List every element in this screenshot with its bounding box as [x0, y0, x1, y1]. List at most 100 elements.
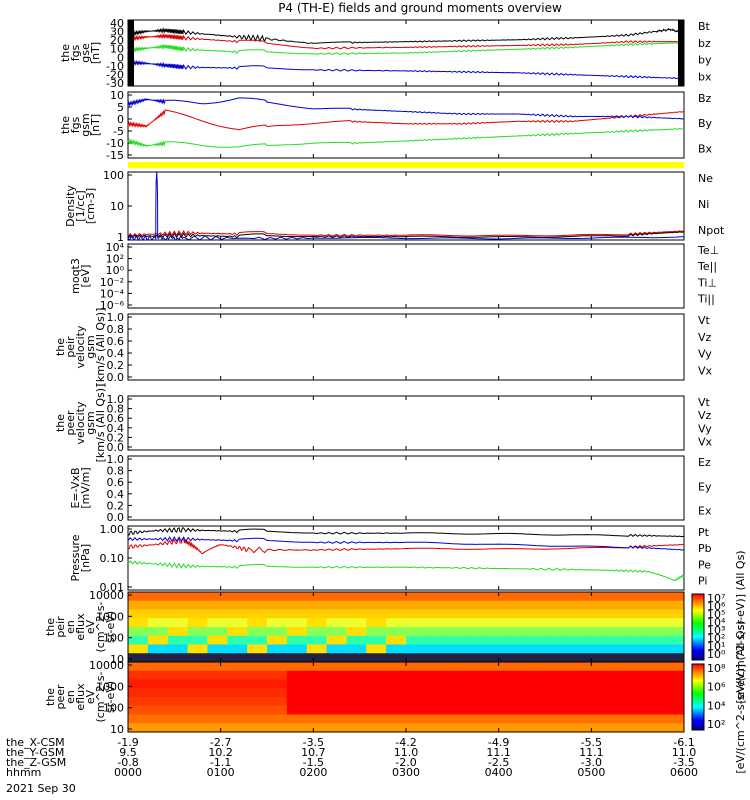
y-tick-label: 1.0: [107, 453, 125, 466]
spectrogram-cell: [366, 670, 387, 680]
spectrogram-cell: [306, 662, 328, 672]
spectrogram-cell: [564, 714, 586, 724]
spectrogram-cell: [664, 618, 685, 628]
y-tick-label: 10: [110, 653, 124, 666]
spectrogram-cell: [207, 635, 228, 645]
spectrogram-cell: [525, 714, 546, 724]
y-tick-label: 10⁻⁴: [100, 287, 125, 300]
panel-frame: [127, 455, 685, 521]
spectrogram-cell: [128, 653, 149, 663]
x-axis-row-value: 11.0: [394, 746, 419, 759]
y-tick-label: 0: [117, 51, 124, 64]
spectrogram-cell: [644, 697, 665, 707]
spectrogram-cell: [247, 662, 268, 672]
spectrogram-cell: [545, 600, 566, 610]
spectrogram-cell: [465, 592, 486, 602]
spectrogram-cell: [167, 688, 189, 698]
spectrogram-cell: [465, 688, 486, 698]
spectrogram-cell: [187, 618, 208, 628]
spectrogram-cell: [187, 653, 208, 663]
colorbar-tick-label: 10⁸: [707, 662, 726, 675]
spectrogram-cell: [545, 618, 566, 628]
panels: 403020100-10-20-30thefgsgse[nT]Btbzbybx1…: [44, 17, 747, 774]
spectrogram-cell: [604, 697, 625, 707]
spectrogram-cell: [326, 679, 347, 689]
y-tick-label: 0.0: [107, 371, 125, 384]
spectrogram-cell: [564, 705, 586, 715]
x-axis-date: 2021 Sep 30: [6, 782, 76, 795]
legend-label-vt: Vt: [698, 396, 711, 409]
spectrogram-cell: [167, 723, 189, 733]
spectrogram-cell: [247, 609, 268, 619]
spectrogram-cell: [128, 644, 149, 654]
spectrogram-cell: [227, 679, 248, 689]
spectrogram-cell: [525, 705, 546, 715]
spectrogram-cell: [445, 662, 467, 672]
spectrogram-cell: [604, 723, 625, 733]
x-axis-row-label: the_X-CSM: [6, 736, 65, 749]
spectrogram-cell: [465, 723, 486, 733]
spectrogram-cell: [227, 662, 248, 672]
legend-label-bx: bx: [698, 70, 712, 83]
spectrogram-cell: [644, 635, 665, 645]
spectrogram-cell: [207, 679, 228, 689]
spectrogram-cell: [326, 600, 347, 610]
spectrogram-cell: [485, 697, 506, 707]
y-tick-label: 10: [110, 43, 124, 56]
spectrogram-cell: [147, 723, 169, 733]
spectrogram-cell: [525, 653, 546, 663]
spectrogram-cell: [425, 705, 447, 715]
spectrogram-cell: [346, 644, 367, 654]
spectrogram-cell: [664, 592, 685, 602]
spectrogram-cell: [147, 644, 169, 654]
legend-label-te||: Te||: [697, 260, 717, 273]
spectrogram-cell: [326, 627, 347, 637]
spectrogram-cell: [187, 662, 208, 672]
y-axis-label-line: [1/cc]: [74, 190, 87, 221]
spectrogram-cell: [664, 609, 685, 619]
spectrogram-cell: [147, 705, 169, 715]
spectrogram-cell: [406, 653, 427, 663]
y-tick-label: 10⁴: [106, 241, 125, 254]
spectrogram-cell: [227, 697, 248, 707]
spectrogram-cell: [366, 723, 387, 733]
y-tick-label: 10: [110, 723, 124, 736]
spectrogram-cell: [346, 697, 367, 707]
spectrogram-cell: [346, 723, 367, 733]
y-axis-label-line: [km/s (All Qs)]: [94, 384, 107, 463]
spectrogram-cell: [465, 653, 486, 663]
spectrogram-cell: [187, 705, 208, 715]
spectrogram-cell: [306, 714, 328, 724]
spectrogram-cell: [147, 609, 169, 619]
spectrogram-cell: [545, 635, 566, 645]
y-axis-label-line: the: [59, 44, 72, 62]
spectrogram-cell: [227, 644, 248, 654]
spectrogram-cell: [445, 705, 467, 715]
spectrogram-cell: [584, 592, 606, 602]
y-tick-label: 5: [117, 101, 124, 114]
spectrogram-cell: [326, 635, 347, 645]
spectrogram-cell: [267, 662, 288, 672]
spectrogram-cell: [485, 714, 506, 724]
spectrogram-cell: [147, 662, 169, 672]
spectrogram-cell: [406, 679, 427, 689]
colorbar-tick-label: 10⁰: [707, 648, 726, 661]
x-axis-row-value: -2.7: [210, 736, 231, 749]
spectrogram-cell: [584, 723, 606, 733]
spectrogram-cell: [485, 609, 506, 619]
spectrogram-cell: [604, 600, 625, 610]
spectrogram-cell: [425, 688, 447, 698]
spectrogram-cell: [664, 627, 685, 637]
spectrogram-cell: [485, 705, 506, 715]
spectrogram-cell: [147, 670, 169, 680]
spectrogram-cell: [286, 679, 308, 689]
spectrogram-cell: [167, 653, 189, 663]
spectrogram-cell: [306, 644, 328, 654]
y-tick-label: 1000: [96, 610, 124, 623]
spectrogram-cell: [644, 627, 665, 637]
x-axis-row-value: -1.9: [117, 736, 138, 749]
spectrogram-cell: [465, 697, 486, 707]
spectrogram-cell: [584, 653, 606, 663]
spectrogram-cell: [584, 697, 606, 707]
x-axis-row-value: 0400: [485, 766, 513, 779]
